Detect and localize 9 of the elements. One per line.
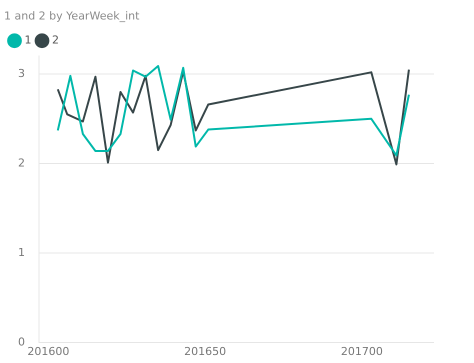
y-tick-label: 3 bbox=[18, 66, 25, 80]
x-tick-label: 201700 bbox=[340, 344, 383, 358]
legend-label: 2 bbox=[52, 34, 59, 47]
chart-title: 1 and 2 by YearWeek_int bbox=[4, 9, 140, 22]
x-tick-label: 201650 bbox=[184, 344, 226, 358]
y-tick-label: 0 bbox=[18, 335, 25, 348]
y-tick-label: 1 bbox=[18, 246, 25, 259]
x-tick-label: 201600 bbox=[27, 344, 70, 358]
y-tick-label: 2 bbox=[18, 156, 25, 170]
